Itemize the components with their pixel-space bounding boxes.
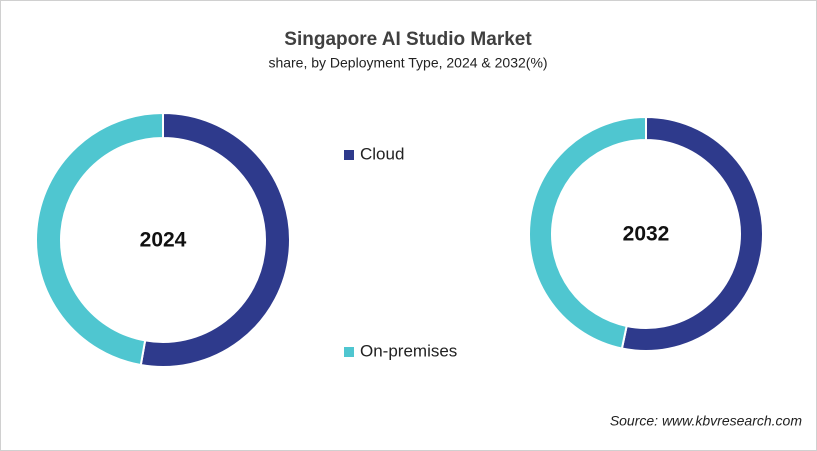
chart-subtitle: share, by Deployment Type, 2024 & 2032(%… bbox=[268, 55, 547, 71]
donut-segment bbox=[528, 115, 647, 350]
center-label: 2024 bbox=[140, 229, 187, 252]
donut-segment bbox=[35, 111, 164, 367]
chart-title: Singapore AI Studio Market bbox=[284, 29, 532, 50]
source-note: Source: www.kbvresearch.com bbox=[610, 413, 803, 429]
legend-label: Cloud bbox=[360, 144, 404, 163]
legend-label: On-premises bbox=[360, 341, 457, 360]
legend-swatch bbox=[344, 150, 354, 160]
legend-swatch bbox=[344, 347, 354, 357]
donut-segment bbox=[620, 115, 764, 352]
center-label: 2032 bbox=[623, 223, 670, 246]
